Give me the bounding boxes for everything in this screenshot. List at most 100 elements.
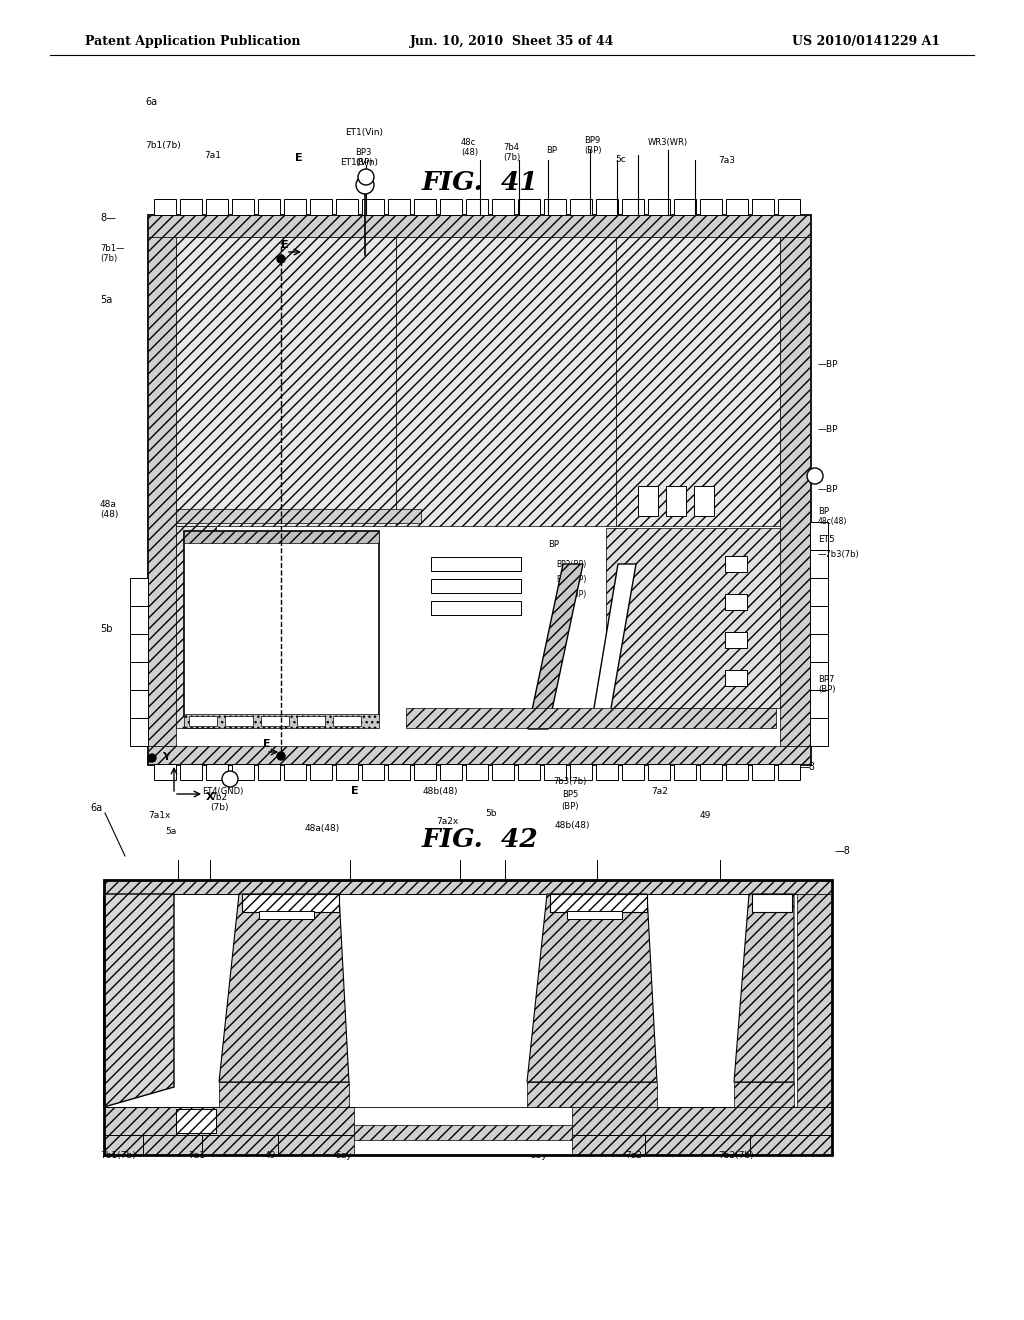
Bar	[518, 764, 540, 780]
Bar	[492, 764, 514, 780]
Text: 6a: 6a	[90, 803, 102, 813]
Text: US 2010/0141229 A1: US 2010/0141229 A1	[792, 36, 940, 48]
Text: 7b1(7b): 7b1(7b)	[100, 1151, 136, 1160]
Bar	[184, 531, 379, 715]
Bar	[154, 199, 176, 215]
Polygon shape	[528, 564, 583, 729]
Bar	[596, 199, 618, 215]
Bar	[797, 894, 831, 1107]
Text: BP7: BP7	[818, 675, 835, 684]
Bar	[180, 764, 202, 780]
Text: 7b4: 7b4	[503, 143, 519, 152]
Text: Jun. 10, 2010  Sheet 35 of 44: Jun. 10, 2010 Sheet 35 of 44	[410, 36, 614, 48]
Text: (7b): (7b)	[210, 803, 228, 812]
Bar	[104, 1107, 831, 1135]
Bar	[154, 764, 176, 780]
Bar	[431, 557, 521, 572]
Bar	[261, 715, 289, 726]
Circle shape	[356, 176, 374, 194]
Text: 5by: 5by	[530, 1151, 547, 1160]
Text: ET1(Vin): ET1(Vin)	[345, 128, 383, 137]
Circle shape	[358, 169, 374, 185]
Bar	[725, 594, 746, 610]
Text: BP2(BP): BP2(BP)	[556, 560, 587, 569]
Bar	[431, 601, 521, 615]
Bar	[466, 764, 488, 780]
Bar	[622, 199, 644, 215]
Text: WR3(WR): WR3(WR)	[648, 139, 688, 147]
Bar	[176, 525, 216, 729]
Bar	[596, 764, 618, 780]
Bar	[130, 578, 148, 606]
Bar	[752, 199, 774, 215]
Bar	[440, 764, 462, 780]
Text: 7a3: 7a3	[718, 156, 735, 165]
Bar	[189, 715, 217, 726]
Text: (7b): (7b)	[503, 153, 520, 162]
Bar	[810, 521, 828, 550]
Text: (BP): (BP)	[818, 685, 836, 694]
Bar	[810, 634, 828, 663]
Text: 48c: 48c	[461, 139, 476, 147]
Bar	[752, 894, 792, 912]
Text: BP9: BP9	[584, 136, 600, 145]
Bar	[336, 199, 358, 215]
Bar	[354, 1107, 572, 1155]
Text: Y: Y	[162, 752, 170, 762]
Bar	[130, 606, 148, 634]
Bar	[388, 764, 410, 780]
Text: —BP: —BP	[818, 484, 839, 494]
Text: BP: BP	[546, 147, 557, 154]
Bar	[492, 199, 514, 215]
Bar	[396, 238, 616, 525]
Bar	[622, 764, 644, 780]
Bar	[567, 911, 622, 919]
Text: (7b): (7b)	[100, 253, 118, 263]
Text: E: E	[295, 153, 303, 162]
Bar	[206, 764, 228, 780]
Text: Patent Application Publication: Patent Application Publication	[85, 36, 300, 48]
Text: ET5: ET5	[818, 535, 835, 544]
Bar	[700, 764, 722, 780]
Text: —BP: —BP	[818, 425, 839, 434]
Bar	[232, 764, 254, 780]
Bar	[544, 199, 566, 215]
Bar	[778, 764, 800, 780]
Text: 49: 49	[700, 810, 712, 820]
Text: 5a: 5a	[100, 294, 113, 305]
Polygon shape	[219, 894, 349, 1082]
Circle shape	[278, 752, 285, 760]
Bar	[406, 708, 776, 729]
Bar	[297, 715, 325, 726]
Text: (BP): (BP)	[355, 158, 373, 168]
Text: 7b2: 7b2	[210, 793, 227, 803]
Polygon shape	[104, 894, 174, 1107]
Bar	[666, 486, 686, 516]
Bar	[184, 531, 379, 543]
Text: 48a(48): 48a(48)	[305, 824, 340, 833]
Bar	[258, 764, 280, 780]
Bar	[176, 238, 396, 525]
Text: BP2(BP): BP2(BP)	[556, 590, 587, 599]
Bar	[725, 556, 746, 572]
Bar	[414, 764, 436, 780]
Bar	[130, 718, 148, 746]
Text: X: X	[206, 792, 215, 803]
Bar	[184, 714, 379, 729]
Polygon shape	[593, 564, 636, 714]
Bar	[336, 764, 358, 780]
Bar	[550, 894, 647, 912]
Bar	[726, 764, 748, 780]
Bar	[362, 199, 384, 215]
Bar	[700, 199, 722, 215]
Text: —8: —8	[800, 762, 816, 772]
Text: 5b: 5b	[100, 624, 113, 634]
Bar	[648, 764, 670, 780]
Bar	[148, 215, 810, 238]
Bar	[333, 715, 361, 726]
Bar	[694, 486, 714, 516]
Bar	[570, 764, 592, 780]
Bar	[414, 199, 436, 215]
Bar	[725, 632, 746, 648]
Text: 7a2: 7a2	[651, 787, 669, 796]
